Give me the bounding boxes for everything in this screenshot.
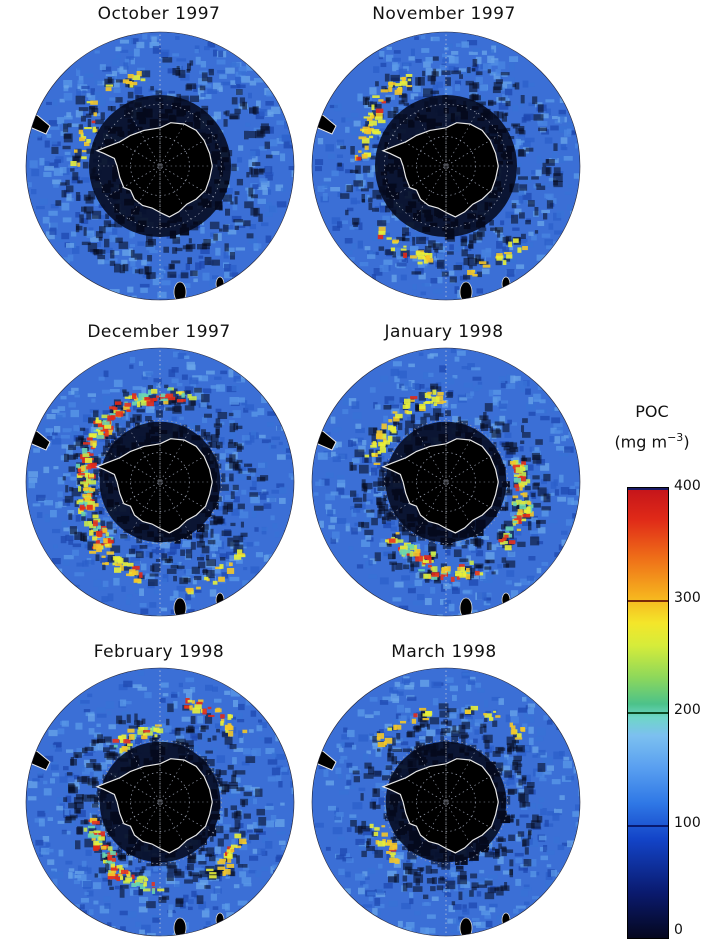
panel-title-feb-1998: February 1998 <box>93 642 225 662</box>
map-feb-1998 <box>25 667 295 937</box>
colorbar-tick-200: 200 <box>674 702 701 718</box>
colorbar-tick-400: 400 <box>674 478 701 494</box>
panel-title-oct-1997: October 1997 <box>97 4 221 24</box>
colorbar-title-variable: POC <box>635 402 669 421</box>
colorbar-units-text: (mg m <box>614 432 668 452</box>
colorbar-line-200 <box>628 712 668 714</box>
map-oct-1997 <box>25 31 295 301</box>
colorbar-tick-100: 100 <box>674 815 701 831</box>
colorbar-line-300 <box>628 600 668 602</box>
map-nov-1997 <box>311 31 581 301</box>
panel-title-jan-1998: January 1998 <box>384 322 504 342</box>
panel-title-mar-1998: March 1998 <box>391 642 497 662</box>
panel-title-dec-1997: December 1997 <box>87 322 231 342</box>
panel-title-nov-1997: November 1997 <box>372 4 516 24</box>
colorbar <box>627 487 669 939</box>
colorbar-line-100 <box>628 825 668 827</box>
colorbar-units-close: ) <box>683 432 690 452</box>
map-jan-1998 <box>311 347 581 617</box>
colorbar-tick-300: 300 <box>674 590 701 606</box>
map-mar-1998 <box>311 667 581 937</box>
colorbar-tick-0: 0 <box>674 922 683 938</box>
colorbar-units-exponent: −3 <box>667 431 684 444</box>
colorbar-title-units: (mg m−3) <box>597 431 707 451</box>
colorbar-line-400 <box>628 488 668 490</box>
map-dec-1997 <box>25 347 295 617</box>
colorbar-title: POC (mg m−3) <box>597 402 707 451</box>
